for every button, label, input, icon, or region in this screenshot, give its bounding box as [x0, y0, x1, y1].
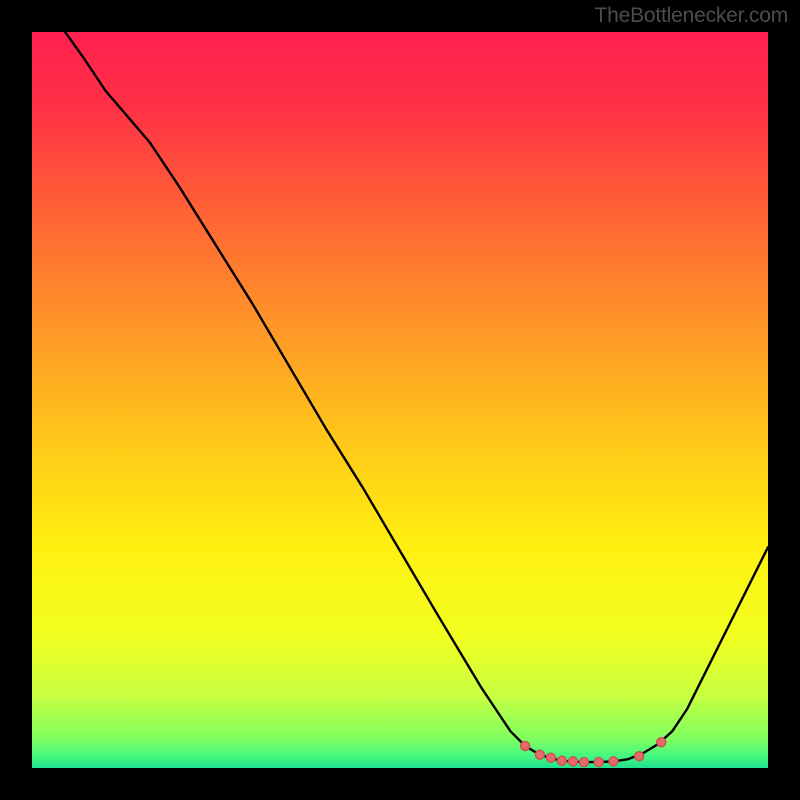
marker-dot	[521, 741, 530, 750]
chart-canvas: TheBottlenecker.com	[0, 0, 800, 800]
plot-svg	[0, 0, 800, 800]
watermark-text: TheBottlenecker.com	[595, 4, 788, 28]
marker-dot	[635, 752, 644, 761]
marker-dot	[657, 738, 666, 747]
marker-dot	[580, 758, 589, 767]
marker-dot	[609, 757, 618, 766]
marker-dot	[557, 756, 566, 765]
marker-dot	[546, 753, 555, 762]
marker-dot	[568, 757, 577, 766]
marker-dot	[535, 750, 544, 759]
marker-dot	[594, 758, 603, 767]
plot-background	[32, 32, 768, 768]
